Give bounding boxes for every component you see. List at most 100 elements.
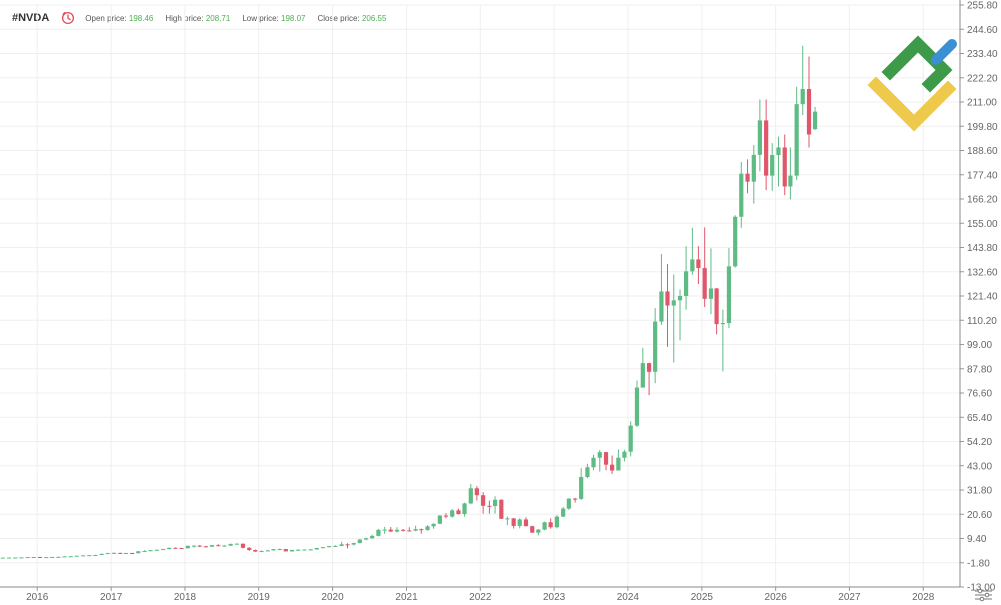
candle[interactable] bbox=[505, 516, 510, 526]
candle[interactable] bbox=[511, 517, 516, 529]
candle[interactable] bbox=[622, 449, 627, 462]
candle[interactable] bbox=[44, 557, 49, 559]
candle[interactable] bbox=[566, 498, 571, 510]
candle[interactable] bbox=[591, 454, 596, 471]
candle[interactable] bbox=[136, 551, 141, 554]
candle[interactable] bbox=[733, 215, 738, 268]
candle[interactable] bbox=[25, 557, 30, 559]
candle[interactable] bbox=[794, 86, 799, 180]
candle[interactable] bbox=[185, 545, 190, 549]
candle[interactable] bbox=[585, 463, 590, 479]
candle[interactable] bbox=[659, 253, 664, 326]
candle[interactable] bbox=[228, 543, 233, 546]
candles[interactable] bbox=[0, 45, 818, 559]
candle[interactable] bbox=[234, 543, 240, 545]
candle[interactable] bbox=[74, 555, 79, 557]
candle[interactable] bbox=[388, 527, 393, 533]
candle[interactable] bbox=[111, 552, 117, 554]
candle[interactable] bbox=[407, 527, 412, 532]
candle[interactable] bbox=[665, 263, 670, 347]
candle[interactable] bbox=[628, 421, 633, 457]
candle[interactable] bbox=[105, 552, 110, 555]
candle[interactable] bbox=[93, 554, 98, 556]
candle[interactable] bbox=[812, 106, 818, 130]
candle[interactable] bbox=[31, 556, 36, 559]
candle[interactable] bbox=[671, 274, 676, 363]
candle[interactable] bbox=[770, 143, 775, 191]
candle[interactable] bbox=[745, 159, 750, 194]
candle[interactable] bbox=[118, 552, 123, 554]
candle[interactable] bbox=[191, 545, 197, 548]
candle[interactable] bbox=[573, 497, 578, 503]
candle[interactable] bbox=[382, 526, 387, 534]
candle[interactable] bbox=[6, 557, 12, 559]
candle[interactable] bbox=[56, 556, 61, 558]
candle[interactable] bbox=[757, 99, 762, 172]
candle[interactable] bbox=[517, 518, 522, 529]
candle[interactable] bbox=[523, 517, 529, 527]
candle[interactable] bbox=[173, 547, 178, 549]
candle[interactable] bbox=[468, 483, 473, 505]
candle[interactable] bbox=[554, 515, 560, 529]
candle[interactable] bbox=[19, 557, 24, 559]
candle[interactable] bbox=[302, 549, 307, 551]
candle[interactable] bbox=[253, 549, 258, 552]
candle[interactable] bbox=[450, 509, 455, 518]
candle[interactable] bbox=[209, 544, 215, 547]
candle[interactable] bbox=[419, 528, 424, 534]
candle[interactable] bbox=[776, 136, 781, 187]
candle[interactable] bbox=[462, 502, 467, 517]
candle[interactable] bbox=[499, 499, 504, 519]
candle[interactable] bbox=[357, 538, 362, 544]
candle[interactable] bbox=[394, 527, 400, 533]
candle[interactable] bbox=[702, 227, 707, 308]
candle[interactable] bbox=[536, 528, 541, 536]
candle[interactable] bbox=[603, 451, 609, 471]
candle[interactable] bbox=[425, 525, 430, 531]
candle[interactable] bbox=[437, 515, 442, 525]
candle[interactable] bbox=[726, 248, 732, 329]
candle[interactable] bbox=[597, 449, 602, 472]
candle[interactable] bbox=[320, 546, 326, 549]
candle[interactable] bbox=[80, 555, 86, 557]
candle[interactable] bbox=[561, 506, 566, 518]
candle[interactable] bbox=[782, 134, 787, 196]
candle[interactable] bbox=[308, 548, 313, 551]
candle[interactable] bbox=[296, 549, 301, 551]
candle[interactable] bbox=[345, 543, 350, 549]
candle[interactable] bbox=[203, 545, 209, 548]
candle[interactable] bbox=[579, 468, 584, 500]
candle[interactable] bbox=[530, 525, 535, 533]
candle[interactable] bbox=[487, 500, 492, 514]
candle[interactable] bbox=[351, 542, 356, 546]
candle[interactable] bbox=[653, 308, 658, 384]
candle[interactable] bbox=[240, 543, 246, 549]
candle[interactable] bbox=[413, 525, 418, 532]
candle[interactable] bbox=[806, 56, 812, 148]
candle[interactable] bbox=[542, 521, 547, 531]
candle[interactable] bbox=[634, 380, 640, 427]
candle[interactable] bbox=[277, 548, 282, 551]
candle[interactable] bbox=[99, 553, 104, 556]
candle[interactable] bbox=[68, 556, 73, 558]
candle[interactable] bbox=[800, 45, 805, 115]
candle[interactable] bbox=[492, 496, 498, 514]
candle[interactable] bbox=[376, 528, 381, 537]
candle[interactable] bbox=[265, 549, 270, 552]
candle[interactable] bbox=[339, 541, 344, 547]
candle[interactable] bbox=[720, 309, 725, 372]
candle[interactable] bbox=[714, 287, 719, 335]
candle[interactable] bbox=[154, 549, 159, 551]
candle[interactable] bbox=[610, 455, 615, 474]
candle[interactable] bbox=[764, 99, 769, 191]
candle[interactable] bbox=[271, 548, 276, 551]
candle[interactable] bbox=[161, 548, 166, 551]
candle[interactable] bbox=[400, 528, 406, 532]
candle[interactable] bbox=[123, 552, 129, 555]
candle[interactable] bbox=[283, 548, 288, 552]
clock-icon[interactable] bbox=[61, 11, 75, 25]
candle[interactable] bbox=[646, 362, 652, 396]
candle[interactable] bbox=[37, 556, 43, 559]
candle[interactable] bbox=[326, 545, 332, 548]
